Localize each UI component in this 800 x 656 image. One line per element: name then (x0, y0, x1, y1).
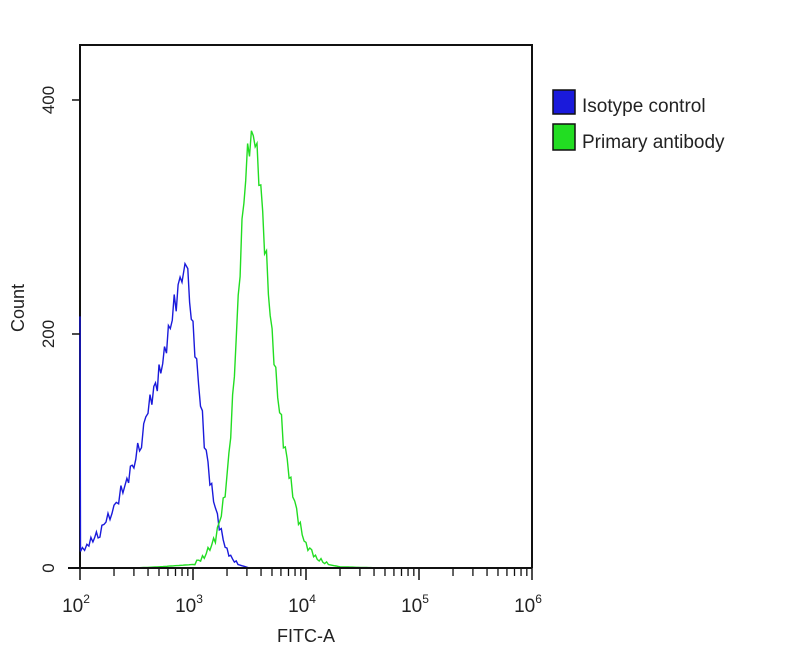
legend-swatch-isotype (552, 89, 576, 115)
legend-swatch-primary (552, 123, 576, 151)
x-tick-exponent: 5 (422, 592, 429, 606)
legend: Isotype control Primary antibody (552, 89, 725, 153)
x-tick-exponent: 2 (83, 592, 90, 606)
x-axis-label: FITC-A (277, 626, 335, 646)
x-tick-label: 102 (62, 592, 90, 617)
series-layer (79, 130, 386, 569)
series-line-primary-antibody (133, 130, 386, 569)
legend-label-isotype: Isotype control (582, 96, 706, 117)
y-tick-label: 400 (39, 86, 58, 114)
legend-label-primary: Primary antibody (582, 132, 725, 153)
x-tick-exponent: 3 (196, 592, 203, 606)
x-tick-label: 106 (514, 592, 542, 617)
x-tick-label: 104 (288, 592, 316, 617)
y-axis-label: Count (8, 284, 28, 332)
x-tick-label: 105 (401, 592, 429, 617)
series-line-isotype-control (79, 261, 250, 569)
x-tick-label: 103 (175, 592, 203, 617)
y-tick-label: 0 (39, 563, 58, 572)
x-tick-exponent: 6 (535, 592, 542, 606)
plot-border (79, 44, 533, 568)
axes-layer: 0 200 400 102 103 104 105 106 (39, 86, 542, 617)
y-tick-label: 200 (39, 320, 58, 348)
plot-frame (79, 44, 533, 568)
x-tick-exponent: 4 (309, 592, 316, 606)
